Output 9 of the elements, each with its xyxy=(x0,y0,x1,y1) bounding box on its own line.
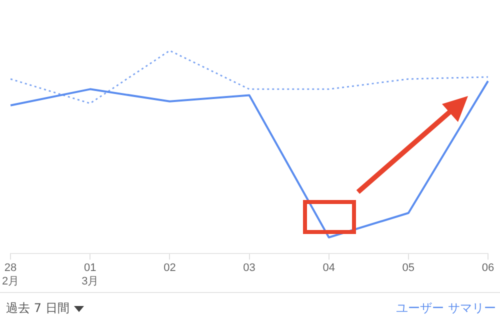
text: ユーザー サマリー xyxy=(396,300,496,317)
x-tick-label: 28 2月 xyxy=(2,262,20,288)
text: 過去 7 日間 xyxy=(6,300,70,317)
x-tick-label: 04 xyxy=(322,262,335,274)
x-tick-label: 06 xyxy=(482,262,494,274)
x-tick-label: 02 xyxy=(164,262,176,274)
x-tick-label: 03 xyxy=(243,262,256,274)
x-tick-label: 01 3月 xyxy=(82,262,99,288)
x-tick-label: 05 xyxy=(402,262,415,274)
